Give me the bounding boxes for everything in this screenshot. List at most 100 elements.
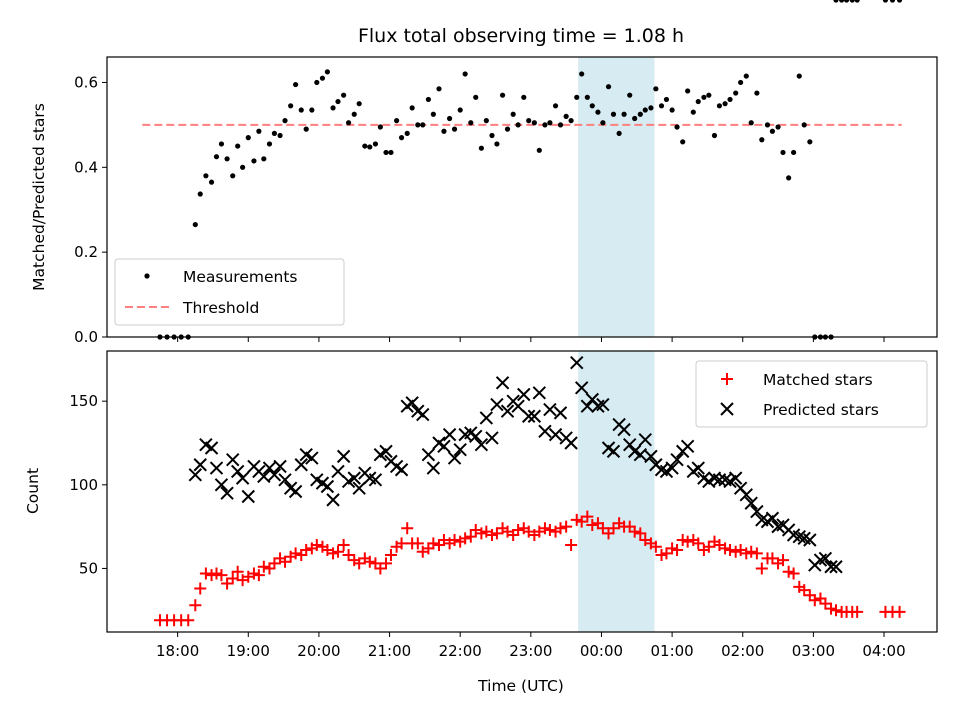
matched-stars-points (153, 510, 906, 627)
measurement-point (356, 101, 362, 107)
bottom-axes-frame (106, 350, 938, 633)
measurement-point (648, 105, 654, 111)
predicted-star-point (739, 488, 753, 502)
x-axis-label: Time (UTC) (477, 677, 564, 695)
measurement-point (637, 111, 643, 117)
predicted-star-point (670, 453, 684, 467)
measurement-point (298, 107, 304, 113)
measurement-point (854, 0, 860, 3)
predicted-star-point (564, 436, 578, 450)
matched-star-point (724, 544, 737, 557)
matched-star-point (374, 562, 387, 575)
bottom-legend-frame (695, 360, 928, 428)
predicted-star-point (326, 493, 340, 507)
measurement-point (531, 120, 537, 126)
measurement-point (483, 118, 489, 124)
measurement-point (224, 156, 230, 162)
predicted-star-point (442, 427, 457, 442)
matched-star-point (395, 537, 408, 550)
matched-star-point (787, 567, 800, 580)
measurement-point (557, 122, 564, 128)
measurement-point (674, 124, 680, 130)
measurement-point (568, 118, 574, 124)
measurement-point (351, 111, 357, 117)
measurement-point (711, 132, 718, 139)
measurement-point (521, 94, 527, 100)
predicted-star-point (262, 461, 277, 475)
measurement-point (621, 111, 627, 117)
measurement-point (282, 118, 288, 124)
measurement-point (335, 98, 341, 105)
measurement-point (245, 135, 251, 141)
predicted-star-point (257, 469, 271, 484)
measurement-point (722, 101, 728, 107)
matched-star-point (512, 523, 525, 536)
predicted-star-point (617, 422, 631, 437)
measurement-point (680, 139, 686, 145)
measurement-point (489, 132, 495, 139)
measurement-point (425, 96, 432, 103)
legend-predicted-label: Predicted stars (763, 401, 879, 419)
legend-measurements-label: Measurements (183, 268, 298, 286)
predicted-star-point (305, 451, 319, 465)
matched-star-point (581, 510, 594, 523)
matched-star-point (671, 544, 684, 557)
predicted-star-point (331, 464, 345, 479)
matched-star-point (427, 537, 440, 550)
predicted-star-point (405, 396, 419, 410)
matched-star-point (777, 554, 790, 567)
measurement-point (658, 103, 665, 109)
matched-star-point (893, 605, 906, 618)
matched-star-point (401, 522, 414, 535)
measurement-point (653, 86, 659, 92)
matched-star-point (543, 523, 556, 536)
top-x-ticks (177, 337, 885, 342)
matched-star-point (755, 562, 768, 575)
measurement-point (669, 107, 675, 113)
matched-star-point (226, 572, 239, 585)
predicted-star-point (543, 402, 557, 417)
bottom-x-axis: 18:00 19:00 20:00 21:00 22:00 23:00 00:00 01:00… (156, 632, 906, 660)
measurement-point (192, 221, 198, 228)
measurement-point (627, 92, 633, 98)
measurement-point (595, 109, 601, 115)
x-tick-label: 22:00 (439, 642, 482, 660)
measurement-point (605, 84, 612, 90)
measurement-point (362, 143, 368, 149)
x-tick-label: 01:00 (650, 642, 693, 660)
x-tick-label: 20:00 (297, 642, 340, 660)
predicted-star-point (416, 407, 430, 422)
predicted-star-point (204, 441, 219, 455)
predicted-star-point (426, 461, 441, 475)
matched-star-point (554, 522, 567, 535)
measurement-point (685, 88, 691, 94)
matched-star-point (808, 594, 821, 607)
measurement-point (801, 122, 807, 128)
predicted-star-point (267, 468, 282, 482)
matched-star-point (215, 569, 228, 582)
predicted-star-point (538, 424, 552, 438)
top-y-tick-label: 0.2 (74, 243, 98, 261)
predicted-star-point (193, 458, 207, 472)
measurement-point (473, 94, 479, 100)
predicted-star-point (500, 404, 515, 418)
predicted-star-point (638, 432, 652, 447)
measurement-point (748, 120, 754, 126)
measurement-point (526, 118, 532, 124)
predicted-star-point (517, 387, 531, 402)
top-y-tick-label: 0.0 (74, 328, 98, 346)
bottom-panel: 50 100 150 18:00 19:00 20:00 21:00 22:00 23:00 0… (24, 350, 938, 695)
measurement-point (266, 141, 273, 147)
measurement-point (882, 0, 889, 3)
matched-star-point (337, 539, 350, 552)
measurement-point (839, 0, 845, 3)
predicted-star-point (209, 461, 224, 475)
measurement-point (833, 0, 839, 3)
measurement-point (796, 73, 802, 79)
matched-star-point (692, 537, 705, 550)
x-tick-label: 00:00 (580, 642, 623, 660)
predicted-star-point (421, 447, 436, 462)
matched-star-point (649, 540, 662, 553)
predicted-star-point (352, 481, 366, 495)
matched-star-point (189, 599, 202, 612)
